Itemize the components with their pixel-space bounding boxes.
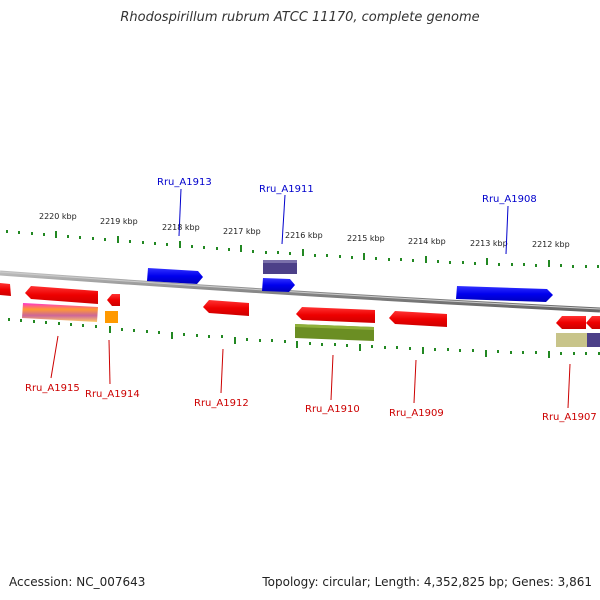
- feature-block[interactable]: [556, 333, 587, 347]
- scale-tick-label: 2215 kbp: [347, 234, 385, 243]
- scale-tick-label: 2214 kbp: [408, 237, 446, 246]
- gene-feature-reverse[interactable]: [107, 294, 120, 306]
- gene-feature-reverse[interactable]: [25, 286, 98, 304]
- gene-feature-forward[interactable]: [456, 286, 553, 302]
- scale-arc-bottom: [8, 318, 600, 358]
- feature-block[interactable]: [22, 303, 98, 322]
- gene-label-reverse[interactable]: Rru_A1912: [194, 398, 249, 409]
- feature-block[interactable]: [587, 333, 600, 347]
- reverse-leader-lines: [50, 335, 571, 409]
- gene-feature-reverse[interactable]: [586, 316, 600, 329]
- gene-feature-forward[interactable]: [147, 268, 203, 284]
- gene-label-reverse[interactable]: Rru_A1910: [305, 404, 360, 415]
- gene-label-reverse[interactable]: Rru_A1907: [542, 412, 597, 423]
- map-title: Rhodospirillum rubrum ATCC 11170, comple…: [120, 10, 480, 25]
- feature-block[interactable]: [295, 324, 374, 341]
- scale-tick-label: 2218 kbp: [162, 223, 200, 232]
- gene-feature-reverse[interactable]: [0, 283, 11, 296]
- genome-backbone: [0, 270, 600, 313]
- scale-tick-label: 2220 kbp: [39, 212, 77, 221]
- gene-feature-forward[interactable]: [263, 260, 297, 274]
- gene-label-forward[interactable]: Rru_A1913: [157, 177, 212, 188]
- gene-label-reverse[interactable]: Rru_A1915: [25, 383, 80, 394]
- scale-tick-label: 2213 kbp: [470, 239, 508, 248]
- accession-text: Accession: NC_007643: [9, 575, 146, 589]
- gene-feature-reverse[interactable]: [203, 300, 249, 316]
- feature-block[interactable]: [105, 311, 118, 323]
- gene-label-reverse[interactable]: Rru_A1914: [85, 389, 140, 400]
- scale-arc-top: [6, 230, 599, 268]
- scale-tick-label: 2219 kbp: [100, 217, 138, 226]
- gene-feature-reverse[interactable]: [296, 307, 375, 323]
- gene-feature-reverse[interactable]: [389, 311, 447, 327]
- gene-feature-reverse[interactable]: [556, 316, 586, 329]
- forward-leader-lines: [178, 188, 509, 255]
- gene-label-reverse[interactable]: Rru_A1909: [389, 408, 444, 419]
- gene-feature-forward[interactable]: [262, 278, 295, 292]
- gene-label-forward[interactable]: Rru_A1911: [259, 184, 314, 195]
- gene-label-forward[interactable]: Rru_A1908: [482, 194, 537, 205]
- scale-tick-label: 2217 kbp: [223, 227, 261, 236]
- genome-summary-text: Topology: circular; Length: 4,352,825 bp…: [262, 575, 592, 589]
- scale-tick-label: 2212 kbp: [532, 240, 570, 249]
- scale-tick-label: 2216 kbp: [285, 231, 323, 240]
